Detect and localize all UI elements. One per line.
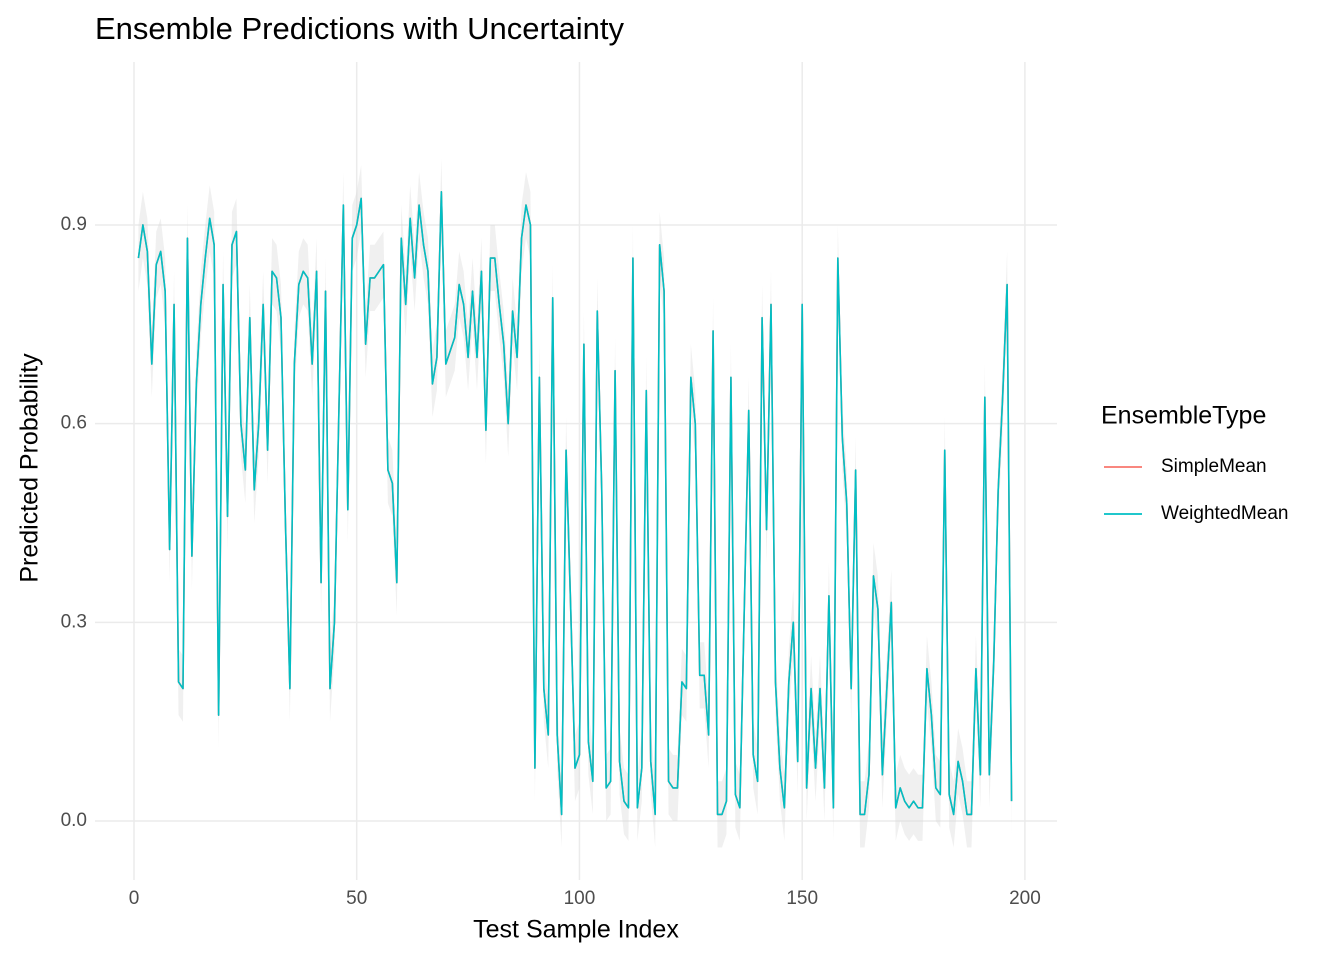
x-axis-title: Test Sample Index [473,916,679,944]
legend-label: SimpleMean [1161,456,1267,477]
y-tick-label: 0.9 [61,214,87,235]
y-tick-label: 0.3 [61,611,87,632]
y-axis-title: Predicted Probability [16,353,44,583]
chart-title: Ensemble Predictions with Uncertainty [95,11,624,46]
x-tick-label: 100 [564,888,596,909]
x-tick-label: 200 [1009,888,1041,909]
uncertainty-ribbon [138,158,1012,848]
series-line [137,191,1013,816]
x-tick-label: 150 [786,888,818,909]
y-tick-label: 0.6 [61,413,87,434]
legend-label: WeightedMean [1161,503,1288,524]
x-tick-label: 50 [346,888,367,909]
legend-title: EnsembleType [1101,402,1266,430]
y-tick-label: 0.0 [61,810,87,831]
x-tick-label: 0 [129,888,140,909]
